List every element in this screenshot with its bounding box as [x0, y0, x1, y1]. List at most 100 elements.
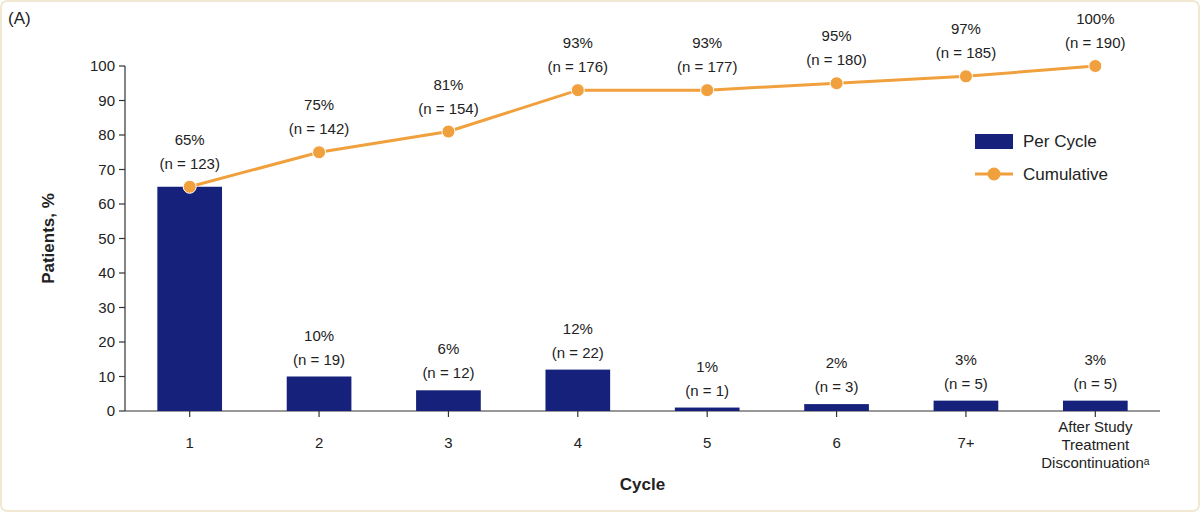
data-label-line: 93% [692, 34, 722, 51]
data-label-line: (n = 123) [159, 155, 219, 172]
bar [934, 401, 999, 411]
y-tick [119, 307, 125, 308]
x-tick-label-line: 2 [315, 434, 323, 451]
x-tick-label: 7+ [957, 434, 974, 451]
x-tick-label: 6 [832, 434, 840, 451]
data-label: 12%(n = 22) [552, 320, 604, 361]
data-label-line: (n = 19) [293, 351, 345, 368]
x-tick-label-line: After Study [1058, 418, 1133, 435]
bar [1063, 401, 1128, 411]
y-tick [119, 134, 125, 135]
bar [804, 404, 869, 411]
data-label-line: (n = 185) [936, 44, 996, 61]
x-tick-label: 2 [315, 434, 323, 451]
data-label: 2%(n = 3) [815, 354, 859, 395]
legend: Per Cycle Cumulative [975, 132, 1108, 184]
x-tick-label: 5 [703, 434, 711, 451]
data-label-line: (n = 3) [815, 378, 859, 395]
x-tick [707, 411, 708, 417]
data-label-line: (n = 142) [289, 120, 349, 137]
y-tick [119, 272, 125, 273]
y-tick-label: 80 [98, 126, 115, 143]
data-label-line: (n = 5) [1073, 375, 1117, 392]
data-label-line: (n = 154) [418, 100, 478, 117]
data-label: 75%(n = 142) [289, 96, 349, 137]
marker [701, 84, 714, 97]
legend-swatch [975, 134, 1013, 149]
legend-label: Cumulative [1023, 165, 1108, 184]
y-tick-label: 20 [98, 333, 115, 350]
frame [1, 1, 1199, 511]
x-tick-label-line: 7+ [957, 434, 974, 451]
bar [157, 187, 222, 411]
x-tick-label: 3 [444, 434, 452, 451]
x-tick-label-line: 6 [832, 434, 840, 451]
marker [442, 125, 455, 138]
data-label-line: 65% [175, 131, 205, 148]
x-tick-label-line: 3 [444, 434, 452, 451]
data-label: 81%(n = 154) [418, 76, 478, 117]
y-tick-label: 100 [90, 57, 115, 74]
x-tick [836, 411, 837, 417]
chart: (A)01020304050607080901001234567+After S… [0, 0, 1200, 512]
data-labels: 10%(n = 19) 6% (n = 12) 12%(n = 22) 1% (n = 1… [159, 10, 1125, 399]
x-tick-label-line: 1 [186, 434, 194, 451]
line [190, 66, 1096, 187]
y-tick-label: 70 [98, 161, 115, 178]
x-tick-label-line: Treatment [1061, 436, 1130, 453]
data-label-line: 1% [696, 358, 718, 375]
data-label-line: (n = 180) [806, 51, 866, 68]
data-label: 6% (n = 12) [422, 340, 474, 381]
y-axis-label: Patients, % [39, 193, 58, 284]
data-label-line: (n = 5) [944, 375, 988, 392]
data-label-line: 6% [438, 340, 460, 357]
data-label: 100% (n = 190) [1065, 10, 1125, 51]
y-tick-label: 10 [98, 368, 115, 385]
data-label: 3% (n = 5) [1073, 351, 1117, 392]
data-label: 93% (n = 177) [677, 34, 737, 75]
x-tick-label-line: Discontinuationᵃ [1041, 454, 1150, 471]
bar [287, 377, 352, 412]
x-tick [448, 411, 449, 417]
y-tick [119, 169, 125, 170]
data-label-line: 93% [563, 34, 593, 51]
data-label-line: 95% [822, 27, 852, 44]
legend-marker [988, 168, 1001, 181]
x-axis-label: Cycle [620, 475, 665, 494]
data-label: 93% (n = 176) [548, 34, 608, 75]
bar [416, 390, 481, 411]
data-label-line: 3% [955, 351, 977, 368]
y-tick-label: 90 [98, 92, 115, 109]
marker [830, 77, 843, 90]
x-tick-label: After StudyTreatmentDiscontinuationᵃ [1041, 418, 1150, 471]
data-label: 97%(n = 185) [936, 20, 996, 61]
data-label-line: 100% [1076, 10, 1114, 27]
data-label: 65% (n = 123) [159, 131, 219, 172]
x-tick [318, 411, 319, 417]
data-label-line: 12% [563, 320, 593, 337]
y-tick [119, 65, 125, 66]
x-tick-label: 4 [574, 434, 582, 451]
marker [183, 180, 196, 193]
x-tick-label: 1 [186, 434, 194, 451]
data-label-line: (n = 177) [677, 58, 737, 75]
data-label-line: (n = 176) [548, 58, 608, 75]
legend-label: Per Cycle [1023, 132, 1097, 151]
data-label: 95% (n = 180) [806, 27, 866, 68]
y-tick-label: 30 [98, 299, 115, 316]
y-tick [119, 376, 125, 377]
x-axis [125, 410, 1160, 411]
data-label-line: (n = 12) [422, 364, 474, 381]
data-label-line: (n = 1) [685, 382, 729, 399]
data-label-line: (n = 190) [1065, 34, 1125, 51]
y-tick [119, 203, 125, 204]
x-tick-label-line: 5 [703, 434, 711, 451]
x-tick-label-line: 4 [574, 434, 582, 451]
plot-data [157, 60, 1127, 412]
y-tick-label: 60 [98, 195, 115, 212]
bar [675, 408, 740, 411]
data-label: 10%(n = 19) [293, 327, 345, 368]
data-label-line: 3% [1084, 351, 1106, 368]
x-tick [1095, 411, 1096, 417]
y-tick [119, 410, 125, 411]
